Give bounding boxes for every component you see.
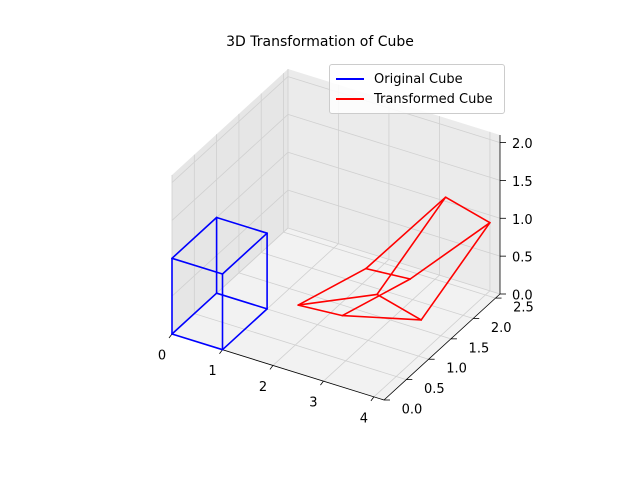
x-tick-mark	[219, 349, 223, 354]
y-gridline-floor	[283, 231, 496, 299]
x-tick-mark	[168, 333, 173, 339]
back-pane	[288, 69, 500, 294]
x-tick-label: 0	[158, 349, 166, 364]
y-tick-label: 1.5	[469, 341, 490, 356]
cube-edge	[221, 308, 268, 351]
x-tick-mark	[269, 365, 274, 370]
legend-label-original: Original Cube	[374, 71, 463, 87]
chart-title: 3D Transformation of Cube	[226, 34, 414, 50]
z-gridline-back	[287, 189, 501, 257]
y-tick-label: 2.0	[491, 321, 512, 336]
z-tick-label: 0.5	[512, 251, 533, 266]
cube-edge	[215, 216, 268, 234]
series-1-edges	[297, 196, 491, 321]
legend-swatch-transformed	[336, 98, 364, 100]
y-gridline-floor	[238, 272, 452, 340]
z-tick-label: 0.0	[512, 289, 533, 304]
y-tick-label: 0.5	[424, 382, 445, 397]
z-gridline-left	[171, 76, 289, 183]
y-gridline-floor	[261, 252, 474, 319]
z-tick-label: 1.0	[512, 213, 533, 228]
cube-edge	[171, 292, 218, 335]
cube-edge	[221, 232, 268, 275]
x-tick-mark	[320, 380, 324, 386]
z-gridline-back	[287, 114, 501, 181]
cube-edge	[171, 333, 224, 351]
y-gridline-floor	[194, 313, 407, 380]
series-layer	[171, 196, 491, 351]
cube-edge	[376, 293, 423, 321]
legend-label-transformed: Transformed Cube	[374, 91, 493, 107]
cube-edge	[444, 196, 491, 224]
y-tick-label: 2.5	[513, 301, 534, 316]
legend-entry-transformed: Transformed Cube	[336, 89, 493, 109]
cube-edge	[171, 216, 218, 260]
cube-edge	[297, 304, 344, 317]
z-gridline-left	[171, 189, 289, 297]
series-0-edges	[171, 216, 268, 351]
x-tick-label: 2	[259, 380, 267, 395]
x-tick-label: 4	[360, 411, 368, 426]
x-tick-label: 1	[208, 364, 216, 379]
x-gridline-floor	[373, 290, 491, 398]
cube-edge	[215, 292, 268, 310]
x-tick-mark	[370, 396, 375, 402]
x-gridline-floor	[323, 274, 440, 382]
legend-entry-original: Original Cube	[336, 69, 463, 89]
cube-edge	[297, 267, 367, 306]
cube-edge	[341, 278, 412, 317]
cube-edge	[409, 221, 491, 280]
legend: Original Cube Transformed Cube	[329, 64, 505, 114]
axis-panes	[172, 69, 500, 400]
y-tick-label: 1.0	[446, 362, 467, 377]
cube-edge	[341, 314, 423, 321]
cube-edge	[297, 293, 378, 306]
y-tick-label: 0.0	[402, 403, 423, 418]
cube-edge	[171, 257, 224, 275]
cube-edge	[365, 196, 447, 270]
cube-edge	[420, 221, 491, 321]
z-tick-label: 2.0	[512, 137, 533, 152]
z-tick-label: 1.5	[512, 175, 533, 190]
z-gridline-back	[287, 227, 501, 295]
x-tick-label: 3	[309, 396, 317, 411]
z-gridline-left	[171, 114, 289, 221]
y-axis-line	[383, 293, 501, 401]
legend-swatch-original	[336, 78, 364, 80]
cube-edge	[365, 267, 412, 280]
cube-edge	[376, 196, 447, 296]
